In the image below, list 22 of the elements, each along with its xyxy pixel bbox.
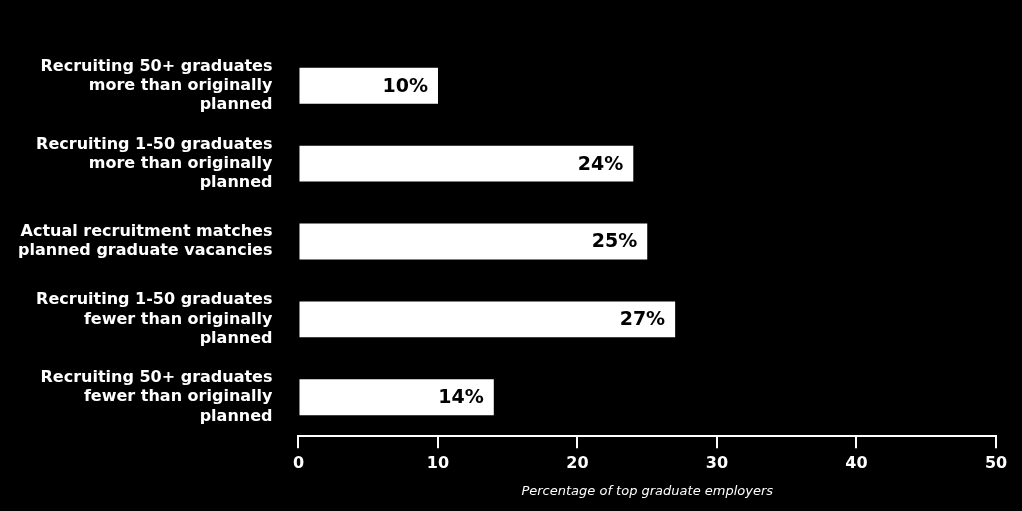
- bar: [299, 379, 494, 416]
- x-tick-label: 10: [426, 452, 450, 472]
- y-tick-label: Recruiting 1-50 graduates fewer than originally planned: [36, 289, 274, 347]
- y-tick-label: Actual recruitment matches planned graduate vacancies: [18, 221, 273, 260]
- bar: [299, 301, 676, 338]
- x-tick-label: 0: [292, 452, 305, 472]
- x-tick-label: 30: [705, 452, 729, 472]
- x-tick-label: 50: [984, 452, 1008, 472]
- data-label: 27%: [619, 307, 666, 330]
- x-axis-title: Percentage of top graduate employers: [521, 482, 774, 498]
- data-label: 24%: [577, 151, 624, 174]
- data-label: 25%: [591, 229, 638, 252]
- data-label: 10%: [382, 73, 428, 96]
- x-tick-label: 40: [845, 452, 868, 472]
- bar: [299, 67, 438, 104]
- bar: [299, 145, 634, 182]
- data-label: 14%: [438, 385, 484, 408]
- y-tick-label: Recruiting 50+ graduates fewer than originally planned: [40, 367, 274, 425]
- y-tick-label: Recruiting 1-50 graduates more than originally planned: [36, 133, 274, 191]
- x-tick-label: 20: [566, 452, 589, 472]
- y-tick-label: Recruiting 50+ graduates more than originally planned: [40, 55, 274, 114]
- bar: [299, 223, 648, 260]
